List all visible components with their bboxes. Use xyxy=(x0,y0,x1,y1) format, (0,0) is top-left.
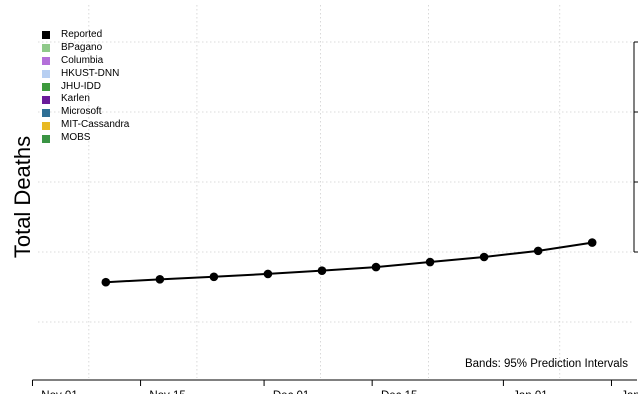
bands-note: Bands: 95% Prediction Intervals xyxy=(464,358,628,370)
legend-swatch xyxy=(42,44,50,53)
legend-item-mit-cassandra: MIT-Cassandra xyxy=(42,119,129,132)
x-tick-label: Dec 15 xyxy=(381,390,417,394)
y-axis-label: Total Deaths xyxy=(3,0,43,394)
point-reported xyxy=(317,266,327,275)
legend-item-mobs: MOBS xyxy=(42,132,129,145)
legend-item-karlen: Karlen xyxy=(42,93,129,106)
legend-swatch xyxy=(42,121,50,130)
point-reported xyxy=(479,252,489,262)
point-reported xyxy=(209,272,219,282)
legend-label: Microsoft xyxy=(61,106,102,118)
point-reported xyxy=(263,269,273,279)
legend-swatch xyxy=(42,134,50,143)
point-reported xyxy=(587,238,597,247)
legend-swatch xyxy=(42,108,50,117)
legend-item-columbia: Columbia xyxy=(42,55,129,68)
legend-swatch xyxy=(42,83,50,91)
point-reported xyxy=(371,262,381,272)
legend-item-microsoft: Microsoft xyxy=(42,106,129,119)
legend-label: MOBS xyxy=(61,132,91,144)
x-tick-label: Jan 15 xyxy=(621,390,638,394)
legend-item-jhu-idd: JHU-IDD xyxy=(42,81,129,94)
legend-swatch xyxy=(42,95,50,104)
series-line-reported xyxy=(105,241,593,284)
x-tick-label: Dec 01 xyxy=(273,390,309,394)
legend-item-hkust-dnn: HKUST-DNN xyxy=(42,68,129,81)
legend-label: MIT-Cassandra xyxy=(61,119,130,131)
series-lines xyxy=(105,241,593,284)
legend-label: Reported xyxy=(61,29,103,40)
x-tick-label: Jan 01 xyxy=(513,390,548,394)
y-axis-label-text: Total Deaths xyxy=(10,135,36,259)
legend-label: Columbia xyxy=(61,54,104,66)
legend-label: BPagano xyxy=(61,41,103,53)
legend-item-reported: Reported xyxy=(42,29,129,42)
legend-swatch xyxy=(42,57,50,66)
legend-label: HKUST-DNN xyxy=(61,67,120,79)
axes: Nov 01Nov 15Dec 01Dec 15Jan 01Jan 15Feb … xyxy=(31,41,638,394)
legend-item-bpagano: BPagano xyxy=(42,42,129,55)
legend-swatch xyxy=(42,70,50,79)
legend: Reported BPagano Columbia HKUST-DNN JHU-IDD K… xyxy=(42,29,129,145)
legend-label: Karlen xyxy=(61,93,90,105)
legend-swatch xyxy=(42,31,50,40)
series-points xyxy=(101,238,597,287)
point-reported xyxy=(155,275,165,284)
point-reported xyxy=(533,246,543,256)
point-reported xyxy=(101,277,111,287)
legend-label: JHU-IDD xyxy=(61,80,101,92)
x-tick-label: Nov 15 xyxy=(149,390,185,394)
point-reported xyxy=(425,257,435,267)
x-tick-label: Nov 01 xyxy=(41,390,77,394)
